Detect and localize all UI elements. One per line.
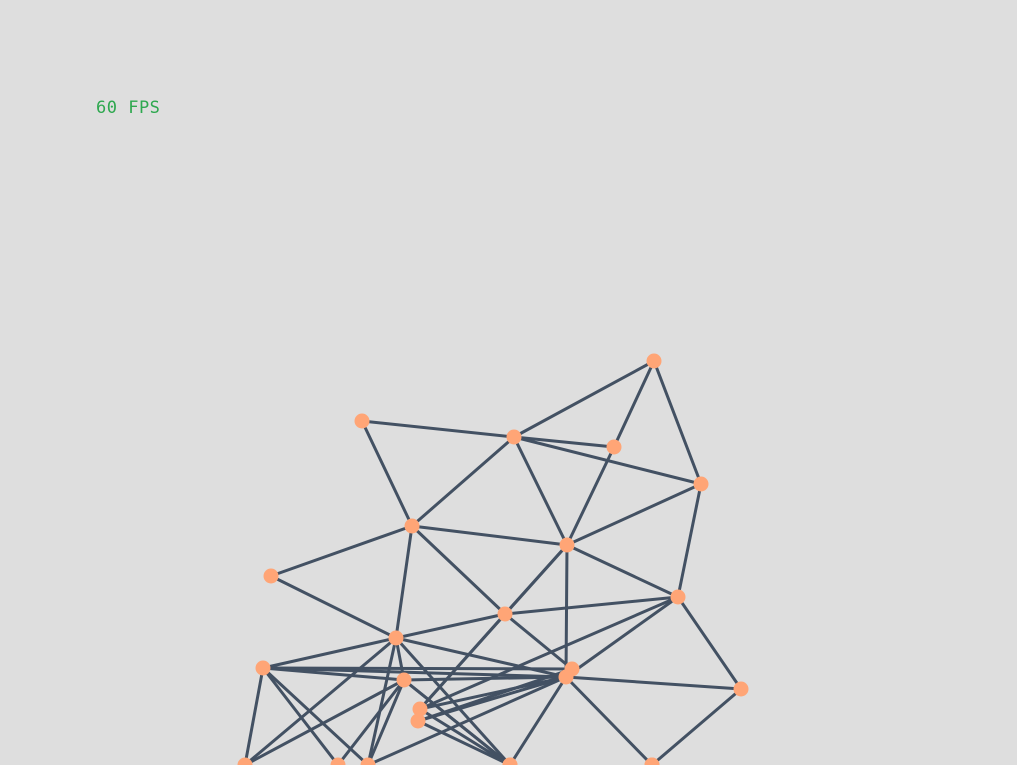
graph-node[interactable] — [497, 606, 513, 622]
graph-edge — [336, 678, 406, 765]
graph-edge — [394, 524, 414, 640]
graph-node[interactable] — [404, 518, 420, 534]
graph-node[interactable] — [255, 660, 271, 676]
graph-edge — [512, 435, 616, 449]
graph-edge — [261, 636, 398, 670]
graph-edge — [416, 719, 512, 765]
graph-edge — [360, 419, 516, 439]
graph-nodes — [237, 353, 749, 765]
graph-node[interactable] — [410, 713, 426, 729]
graph-node[interactable] — [237, 757, 253, 765]
fps-counter: 60 FPS — [96, 98, 161, 118]
graph-edge — [508, 675, 568, 765]
graph-node[interactable] — [733, 681, 749, 697]
graph-node[interactable] — [606, 439, 622, 455]
graph-edge — [269, 524, 414, 578]
graph-node[interactable] — [558, 669, 574, 685]
graph-node[interactable] — [360, 757, 376, 765]
graph-node[interactable] — [354, 413, 370, 429]
graph-edge — [650, 687, 743, 765]
graph-edge — [269, 574, 398, 640]
graph-edge — [512, 359, 656, 439]
graph-node[interactable] — [502, 757, 518, 765]
graph-edge — [418, 707, 512, 765]
graph-node[interactable] — [396, 672, 412, 688]
graph-edge — [612, 359, 656, 449]
graph-node[interactable] — [388, 630, 404, 646]
graph-node[interactable] — [330, 757, 346, 765]
graph-edge — [366, 675, 568, 765]
graph-edge — [360, 419, 414, 528]
graph-edge — [410, 524, 507, 616]
graph-edge — [503, 595, 680, 616]
graph-edge — [402, 675, 568, 682]
graph-edge — [418, 612, 507, 711]
graph-edge — [564, 675, 743, 691]
graph-node[interactable] — [559, 537, 575, 553]
graph-edge — [243, 666, 265, 765]
graph-edge — [565, 482, 703, 547]
graph-edge — [261, 666, 568, 679]
graph-edge — [512, 435, 569, 547]
graph-node[interactable] — [263, 568, 279, 584]
graph-edge — [402, 678, 512, 765]
graph-edge — [503, 612, 574, 671]
graph-edge — [564, 675, 654, 765]
graph-edge — [676, 595, 743, 691]
graph-edge — [243, 636, 398, 765]
graph-node[interactable] — [646, 353, 662, 369]
graph-node[interactable] — [644, 757, 660, 765]
graph-edge — [676, 482, 703, 599]
graph-edge — [410, 435, 516, 528]
graph-edge — [652, 359, 703, 486]
graph-node[interactable] — [670, 589, 686, 605]
graph-node[interactable] — [506, 429, 522, 445]
graph-edge — [418, 675, 568, 711]
graph-edge — [394, 612, 507, 640]
graph-edge — [366, 678, 406, 765]
graph-node[interactable] — [693, 476, 709, 492]
graph-edge — [416, 675, 568, 723]
graph-edge — [410, 524, 569, 547]
graph-node[interactable] — [412, 701, 428, 717]
graph-edge — [394, 636, 568, 679]
graph-edge — [565, 445, 616, 547]
graph-edge — [366, 636, 398, 765]
graph-edge — [261, 666, 340, 765]
graph-edge — [418, 595, 680, 711]
graph-edges — [243, 359, 743, 765]
graph-edge — [243, 678, 406, 765]
graph-edge — [565, 543, 680, 599]
graph-edge — [564, 543, 569, 679]
graph-edge — [261, 666, 370, 765]
graph-edge — [564, 595, 680, 679]
